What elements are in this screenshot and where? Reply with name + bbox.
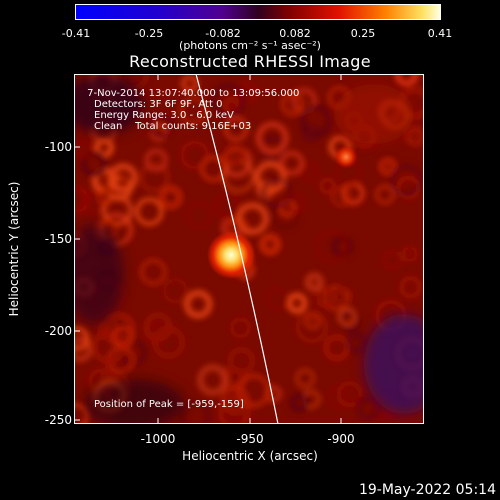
colorbar-units: (photons cm⁻² s⁻¹ asec⁻²) xyxy=(179,39,321,52)
y-tick: -250 xyxy=(44,413,72,427)
x-tick: -950 xyxy=(236,432,264,446)
energy-range-text: Energy Range: 3.0 - 6.0 keV xyxy=(94,110,234,121)
solar-limb xyxy=(195,74,279,424)
secondary-source xyxy=(334,145,358,169)
colorbar-tick: -0.082 xyxy=(205,27,241,40)
colorbar-tick: -0.41 xyxy=(61,27,91,40)
detectors-text: Detectors: 3F 6F 9F, Att 0 xyxy=(94,99,223,110)
colorbar-tick: 0.41 xyxy=(427,27,453,40)
plot-date: 19-May-2022 05:14 xyxy=(358,482,496,498)
colorbar-tick: 0.25 xyxy=(350,27,376,40)
y-tick: -150 xyxy=(44,232,72,246)
colorbar-tick: 0.082 xyxy=(279,27,311,40)
x-tick: -1000 xyxy=(140,432,176,446)
peak-position-text: Position of Peak = [-959,-159] xyxy=(94,399,244,410)
image-title: Reconstructed RHESSI Image xyxy=(129,52,371,71)
x-axis-label: Heliocentric X (arcsec) xyxy=(182,449,318,463)
y-tick: -100 xyxy=(44,140,72,154)
total-counts-text: Clean Total counts: 9.16E+03 xyxy=(94,121,252,132)
y-tick: -200 xyxy=(44,324,72,338)
x-tick: -900 xyxy=(327,432,355,446)
peak-source xyxy=(207,231,255,279)
colorbar-tick: -0.25 xyxy=(134,27,164,40)
rhessi-image xyxy=(74,74,424,424)
time-range-text: 7-Nov-2014 13:07:40.000 to 13:09:56.000 xyxy=(84,88,300,99)
y-axis-label: Heliocentric Y (arcsec) xyxy=(7,181,21,317)
colorbar xyxy=(75,4,441,20)
